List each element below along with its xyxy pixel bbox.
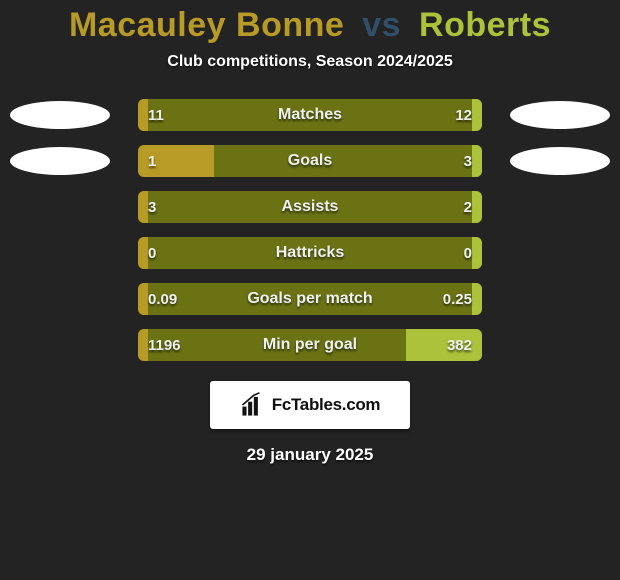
metric-bar-left-fill — [138, 283, 148, 315]
metric-bar-left-fill — [138, 191, 148, 223]
metric-bar: 13Goals — [138, 145, 482, 177]
player2-avatar-placeholder — [510, 101, 610, 129]
brand-badge: FcTables.com — [210, 381, 410, 429]
metric-row: 1196382Min per goal — [0, 329, 620, 375]
metric-row: 1112Matches — [0, 99, 620, 145]
title-vs: vs — [362, 6, 401, 44]
metric-bar-right-fill — [472, 99, 482, 131]
date-text: 29 january 2025 — [0, 445, 620, 465]
player1-avatar-placeholder — [10, 147, 110, 175]
metric-bar-right-fill — [472, 237, 482, 269]
metric-label: Goals per match — [138, 283, 482, 315]
metric-row: 0.090.25Goals per match — [0, 283, 620, 329]
metric-rows: 1112Matches 13Goals 32Assists 00Hattricks 0.… — [0, 99, 620, 375]
metric-bar-left-fill — [138, 237, 148, 269]
metric-bar: 00Hattricks — [138, 237, 482, 269]
metric-bar-right-fill — [472, 191, 482, 223]
metric-bar: 0.090.25Goals per match — [138, 283, 482, 315]
page-title: Macauley Bonne vs Roberts — [0, 6, 620, 45]
metric-bar: 1196382Min per goal — [138, 329, 482, 361]
title-player2: Roberts — [419, 6, 551, 44]
metric-bar-right-fill — [406, 329, 482, 361]
metric-row: 32Assists — [0, 191, 620, 237]
metric-bar-right-fill — [472, 283, 482, 315]
metric-bar-left-fill — [138, 329, 148, 361]
metric-bar-right-fill — [472, 145, 482, 177]
brand-logo-icon — [240, 392, 266, 418]
metric-bar-left-fill — [138, 99, 148, 131]
metric-bar-left-fill — [138, 145, 214, 177]
player2-avatar-placeholder — [510, 147, 610, 175]
comparison-infographic: Macauley Bonne vs Roberts Club competiti… — [0, 0, 620, 580]
metric-bar: 1112Matches — [138, 99, 482, 131]
metric-label: Assists — [138, 191, 482, 223]
metric-row: 13Goals — [0, 145, 620, 191]
metric-label: Hattricks — [138, 237, 482, 269]
metric-row: 00Hattricks — [0, 237, 620, 283]
brand-text: FcTables.com — [272, 395, 381, 415]
player1-avatar-placeholder — [10, 101, 110, 129]
metric-bar: 32Assists — [138, 191, 482, 223]
title-player1: Macauley Bonne — [69, 6, 344, 44]
subtitle: Club competitions, Season 2024/2025 — [0, 53, 620, 71]
metric-label: Matches — [138, 99, 482, 131]
